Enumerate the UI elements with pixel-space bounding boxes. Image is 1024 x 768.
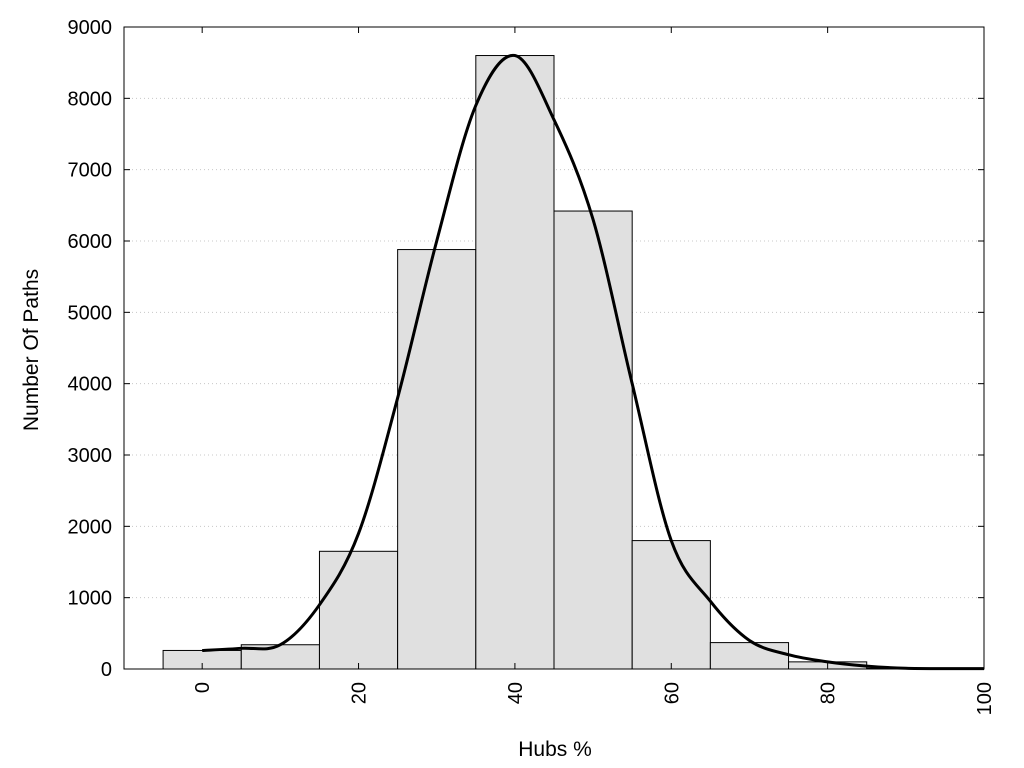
bar-bin-20	[318, 550, 399, 670]
x-tick-label-40: 40	[505, 682, 527, 704]
y-tick-label-3000: 3000	[68, 445, 113, 467]
y-tick-label-9000: 9000	[68, 17, 113, 39]
bar-bin-60	[631, 540, 711, 670]
gridlines	[124, 97, 984, 599]
x-axis-ticks: 0 20 40 60 80 100	[192, 27, 996, 715]
bar-bin-40	[475, 55, 555, 670]
bar-bin-50	[553, 210, 633, 670]
histogram-bars	[162, 55, 946, 670]
x-axis-title: Hubs %	[518, 738, 592, 761]
y-tick-label-5000: 5000	[68, 302, 113, 324]
x-tick-label-20: 20	[349, 682, 371, 704]
bar-bin-30	[397, 249, 477, 670]
y-axis-title: Number Of Paths	[20, 269, 43, 431]
y-tick-label-8000: 8000	[68, 88, 113, 110]
x-tick-label-80: 80	[818, 682, 840, 704]
y-tick-label-6000: 6000	[68, 231, 113, 253]
density-curve-group	[202, 54, 985, 671]
x-tick-label-60: 60	[661, 682, 683, 704]
bar-bin-70	[709, 642, 790, 670]
y-tick-label-4000: 4000	[68, 374, 113, 396]
x-tick-label-0: 0	[192, 682, 214, 693]
y-axis-ticks: 0 1000 2000 3000 4000 5000 6000 7000 8000 9000	[68, 17, 984, 681]
y-tick-label-1000: 1000	[68, 588, 113, 610]
x-tick-label-100: 100	[974, 682, 996, 715]
plot-frame	[123, 26, 985, 670]
y-tick-label-0: 0	[101, 659, 112, 681]
y-tick-label-7000: 7000	[68, 160, 113, 182]
density-curve	[202, 54, 985, 671]
y-tick-label-2000: 2000	[68, 516, 113, 538]
